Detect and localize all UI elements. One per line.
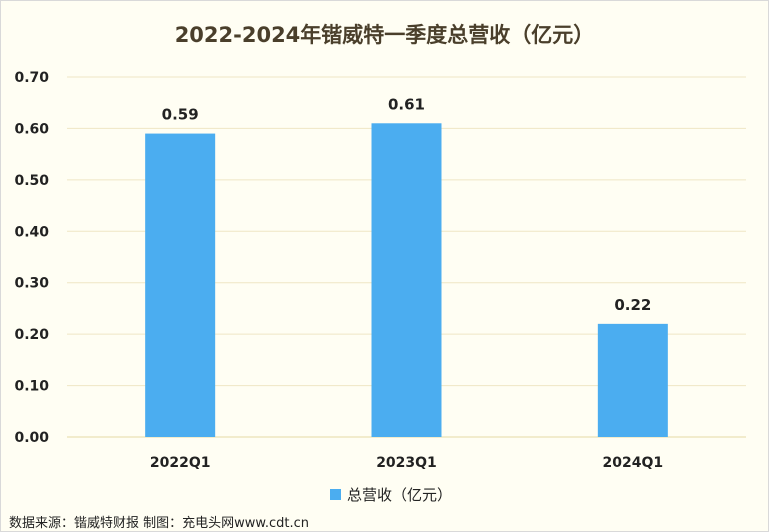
y-tick-label: 0.50 <box>14 173 49 189</box>
x-tick-label: 2022Q1 <box>150 455 211 471</box>
x-tick-label: 2023Q1 <box>376 455 437 471</box>
y-tick-label: 0.30 <box>14 276 49 292</box>
bar <box>597 323 668 437</box>
bar <box>145 133 216 438</box>
y-tick-label: 0.20 <box>14 327 49 343</box>
y-tick-label: 0.60 <box>14 121 49 137</box>
y-tick-label: 0.00 <box>14 430 49 446</box>
y-tick-label: 0.70 <box>14 70 49 86</box>
chart-title: 2022-2024年锴威特一季度总营收（亿元） <box>174 23 595 47</box>
legend-label: 总营收（亿元） <box>347 486 452 504</box>
y-tick-label: 0.10 <box>14 379 49 395</box>
data-label: 0.22 <box>614 296 651 314</box>
x-tick-label: 2024Q1 <box>603 455 664 471</box>
legend-swatch <box>330 489 341 500</box>
y-tick-label: 0.40 <box>14 224 49 240</box>
data-label: 0.61 <box>388 95 425 113</box>
data-label: 0.59 <box>162 106 199 124</box>
bar <box>371 123 442 438</box>
source-note: 数据来源：锴威特财报 制图：充电头网www.cdt.cn <box>9 516 309 531</box>
